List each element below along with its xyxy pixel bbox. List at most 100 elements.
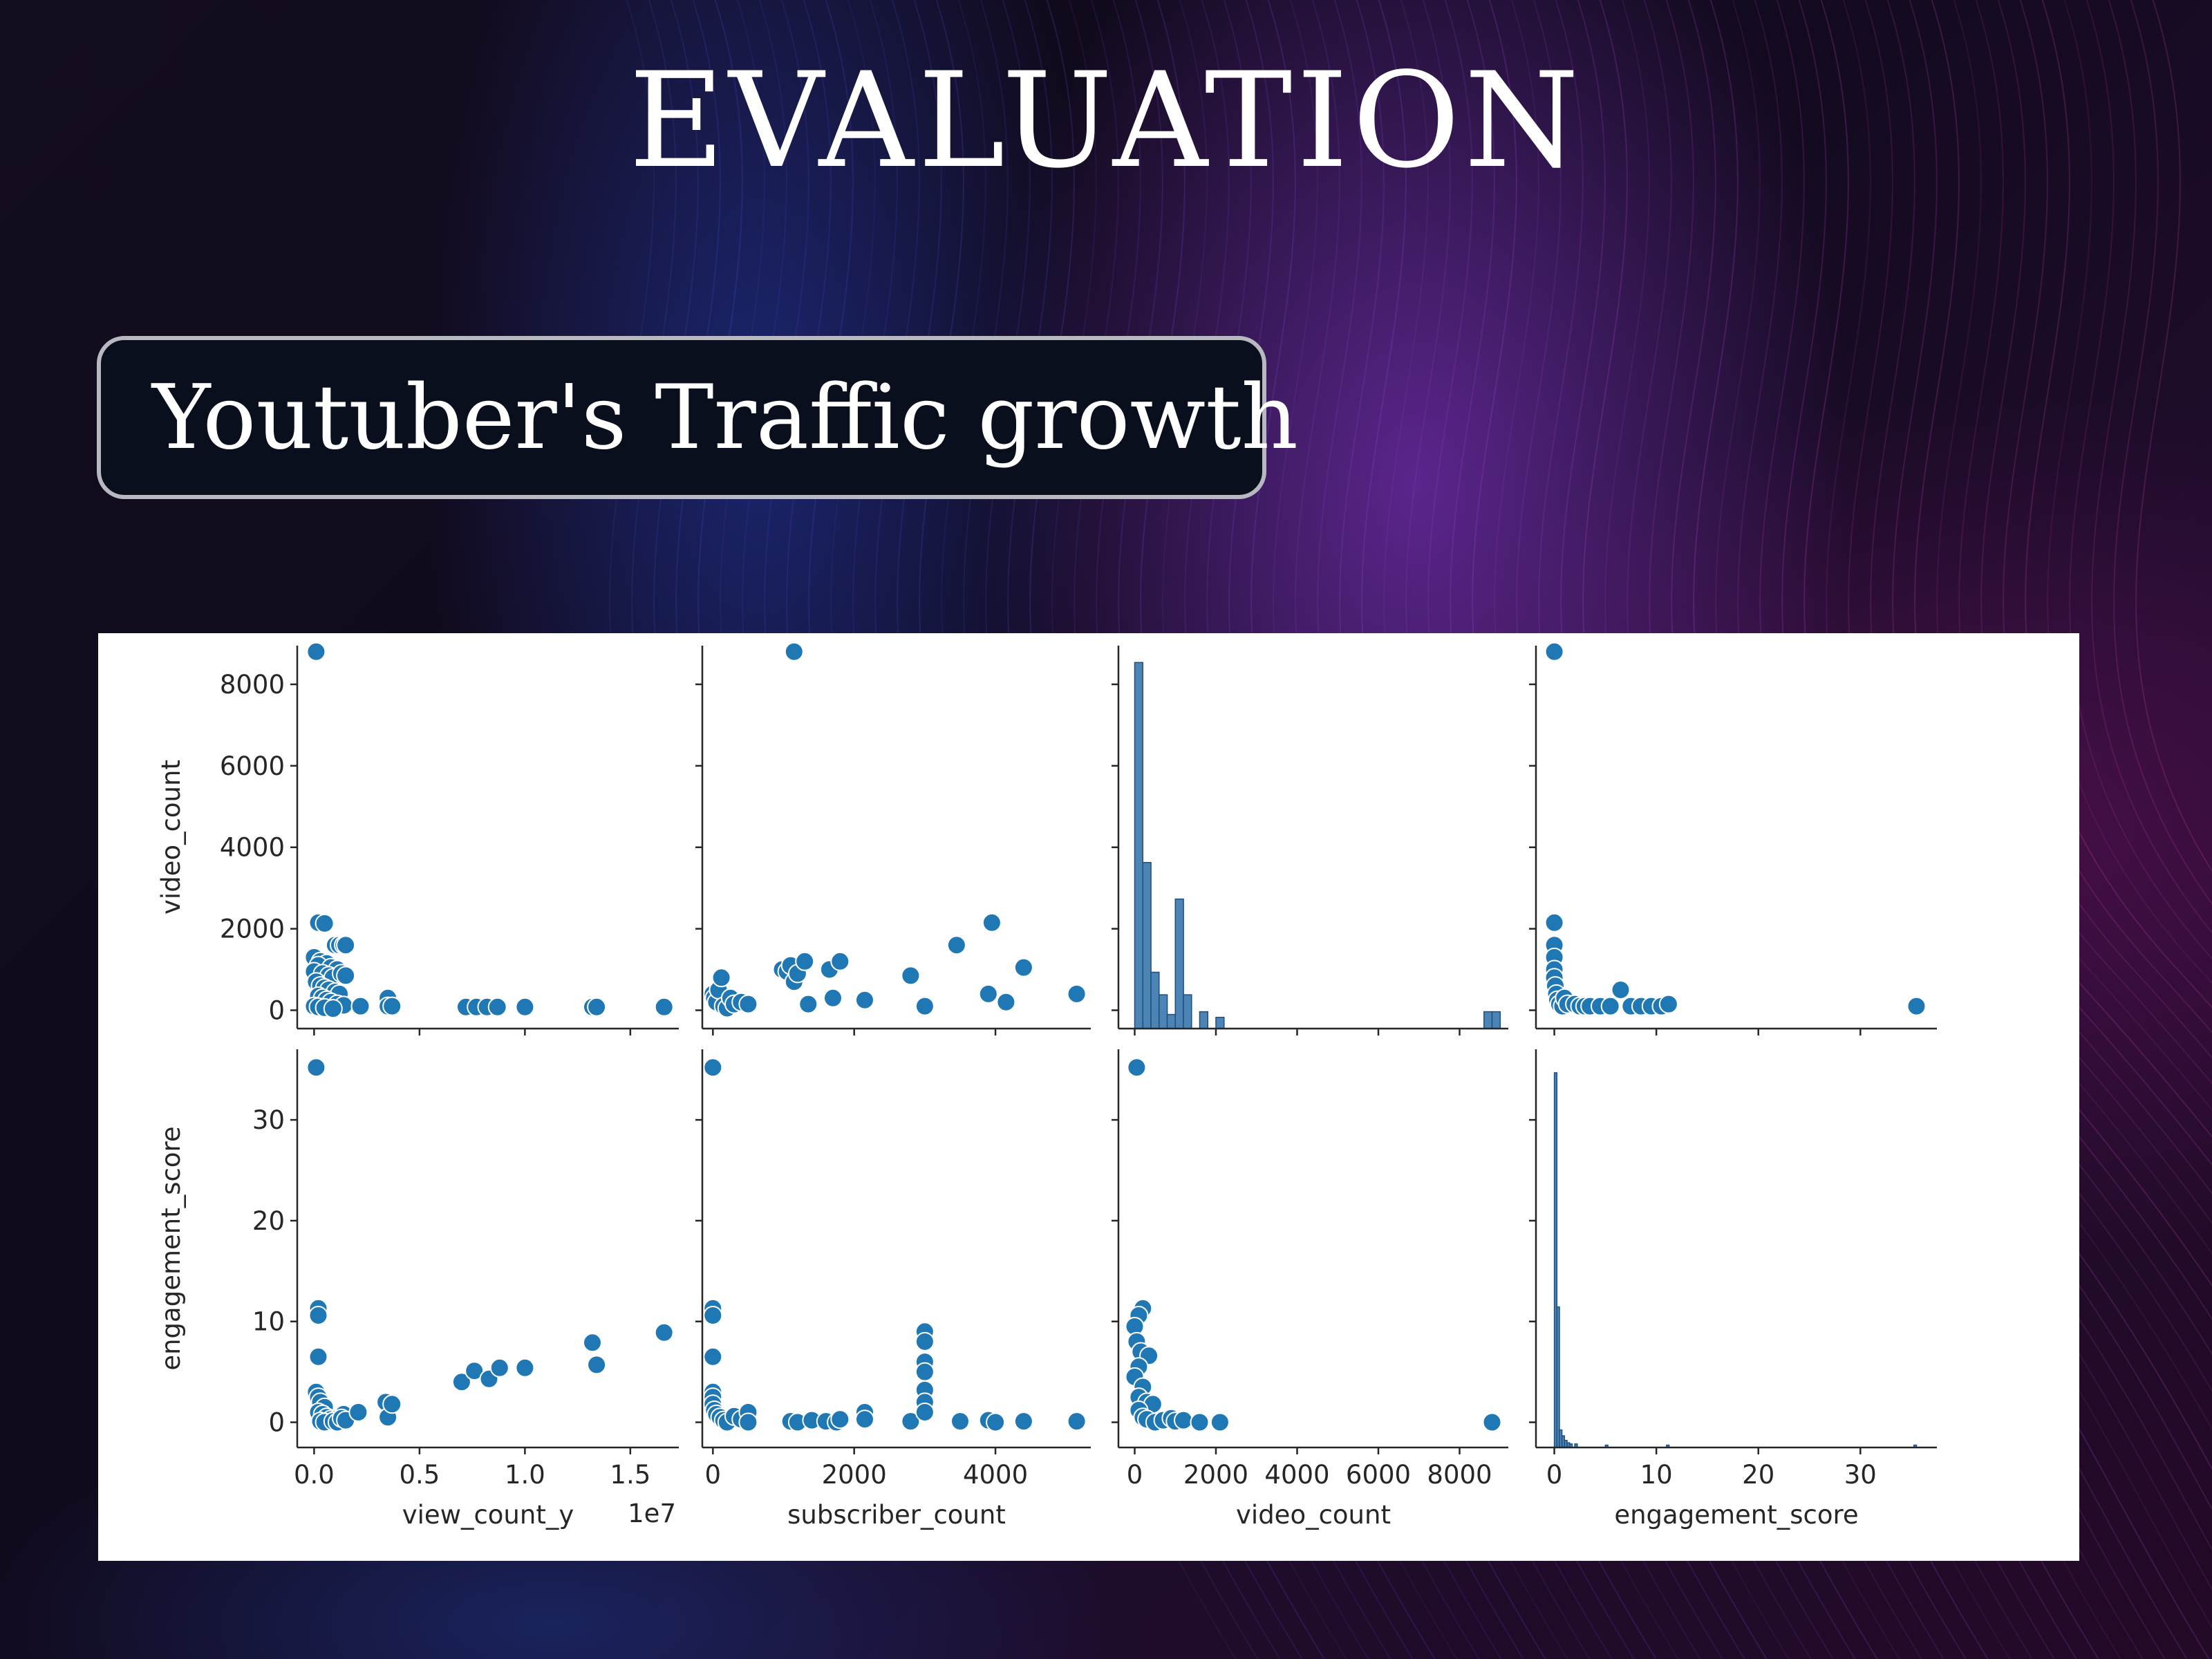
scatter-point	[784, 641, 804, 662]
scatter-point	[830, 951, 850, 971]
y-tick-label: 2000	[220, 915, 285, 944]
histogram-bar	[1483, 1011, 1493, 1029]
pairplot-panel: 0 2000 4000 6000 8000 0 10 20 30 0.0 0.5 1.0 1.5 0 200…	[98, 633, 2079, 1561]
scatter-point	[1013, 957, 1033, 977]
subplot-1-3: 0 10 20 30	[1529, 1049, 1937, 1490]
subtitle-box: Youtuber's Traffic growth	[97, 336, 1298, 499]
background-wave-line	[2091, 0, 2212, 934]
scatter-point	[711, 968, 731, 988]
histogram-bar	[1215, 1016, 1225, 1029]
histogram-bar	[1491, 1011, 1501, 1029]
subplot-1-2: 0 2000 4000 6000 8000	[1112, 1049, 1508, 1490]
scatter-point	[703, 1306, 723, 1325]
scatter-point	[901, 966, 921, 986]
scatter-point	[515, 997, 535, 1017]
slide-title: EVALUATION	[628, 44, 1584, 197]
scatter-point	[306, 641, 326, 662]
histogram-bar	[1142, 861, 1152, 1029]
background-wave-line	[2003, 0, 2212, 1033]
scatter-point	[982, 912, 1002, 932]
scatter-point	[703, 1347, 723, 1367]
scatter-point	[348, 1403, 368, 1422]
scatter-point	[855, 1409, 874, 1430]
scatter-point	[382, 1394, 402, 1414]
scatter-point	[798, 994, 818, 1014]
scatter-point	[1190, 1412, 1210, 1432]
x-axis-label: subscriber_count	[787, 1500, 1006, 1530]
histogram-bar	[1183, 994, 1192, 1029]
subplot-0-1	[695, 641, 1091, 1035]
scatter-point	[350, 996, 371, 1016]
scatter-point	[1067, 984, 1087, 1004]
scatter-point	[315, 913, 335, 933]
x-tick-label: 1.5	[610, 1460, 650, 1490]
x-tick-label: 1.0	[505, 1460, 545, 1490]
background-wave-line	[2135, 0, 2212, 872]
scatter-point	[1611, 980, 1631, 1000]
scatter-point	[487, 997, 507, 1017]
x-tick-label: 0	[705, 1460, 722, 1490]
subtitle-text: Youtuber's Traffic growth	[152, 366, 1298, 469]
histogram-bar	[1166, 1013, 1177, 1029]
scatter-point	[1067, 1412, 1087, 1432]
subplot-1-1: 0 2000 4000	[695, 1049, 1091, 1490]
histogram-bar	[1159, 994, 1168, 1029]
scatter-point	[1600, 996, 1620, 1016]
y-tick-label: 10	[252, 1307, 285, 1337]
background-wave-line	[1980, 0, 2212, 1059]
scatter-point	[1013, 1412, 1033, 1432]
x-tick-label: 30	[1844, 1460, 1877, 1490]
scatter-point	[830, 1409, 850, 1430]
background-wave-line	[2047, 0, 2212, 984]
scatter-point	[654, 1322, 674, 1342]
scatter-point	[996, 992, 1016, 1012]
x-tick-label: 6000	[1346, 1460, 1411, 1490]
subplot-0-2	[1112, 646, 1508, 1035]
y-tick-label: 0	[268, 1408, 285, 1438]
y-tick-label: 20	[252, 1206, 285, 1236]
y-tick-label: 30	[252, 1105, 285, 1135]
scatter-point	[915, 1331, 935, 1351]
scatter-point	[451, 1372, 471, 1392]
x-axis-label: video_count	[1236, 1500, 1391, 1530]
background-wave-line	[2025, 0, 2212, 1009]
scatter-point	[465, 1361, 485, 1381]
y-tick-label: 0	[268, 995, 285, 1025]
scatter-point	[1658, 994, 1678, 1014]
subplot-0-0: 0 2000 4000 6000 8000	[220, 641, 679, 1035]
scatter-point	[946, 935, 966, 955]
scatter-point	[382, 996, 402, 1016]
scatter-point	[587, 997, 607, 1017]
scatter-point	[1210, 1412, 1230, 1432]
histogram-bar	[1134, 662, 1144, 1029]
scatter-point	[1174, 1410, 1193, 1430]
x-tick-label: 4000	[963, 1460, 1028, 1490]
x-axis-label: engagement_score	[1614, 1500, 1858, 1530]
scatter-point	[308, 1347, 328, 1367]
scatter-point	[587, 1355, 607, 1375]
scatter-point	[855, 990, 874, 1010]
scatter-point	[1544, 641, 1564, 662]
histogram-bar	[1556, 1306, 1560, 1448]
x-tick-label: 2000	[1183, 1460, 1248, 1490]
y-tick-label: 4000	[220, 833, 285, 863]
x-tick-label: 4000	[1264, 1460, 1329, 1490]
y-tick-label: 8000	[220, 670, 285, 700]
scatter-point	[1544, 912, 1564, 932]
scatter-point	[738, 1412, 758, 1432]
scatter-point	[1127, 1058, 1147, 1078]
x-axis-label: view_count_y	[402, 1500, 574, 1530]
subplot-1-0: 0 10 20 30 0.0 0.5 1.0 1.5	[252, 1049, 679, 1490]
scatter-point	[515, 1358, 535, 1378]
histogram-bar	[1199, 1011, 1209, 1029]
scatter-point	[489, 1358, 509, 1378]
scatter-point	[336, 966, 356, 986]
scatter-point	[823, 988, 843, 1008]
scatter-point	[308, 1306, 328, 1325]
x-tick-label: 0	[1546, 1460, 1563, 1490]
scatter-point	[336, 935, 356, 955]
y-axis-label: engagement_score	[156, 1126, 186, 1370]
scatter-point	[703, 1058, 723, 1078]
scatter-point	[323, 999, 343, 1019]
background-wave-line	[2069, 0, 2212, 959]
